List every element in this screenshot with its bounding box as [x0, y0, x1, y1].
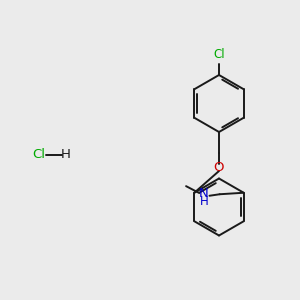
Text: Cl: Cl — [213, 49, 225, 62]
Text: H: H — [61, 148, 71, 161]
Text: H: H — [200, 195, 208, 208]
Text: N: N — [199, 187, 209, 200]
Text: Cl: Cl — [32, 148, 46, 161]
Text: O: O — [214, 161, 224, 174]
